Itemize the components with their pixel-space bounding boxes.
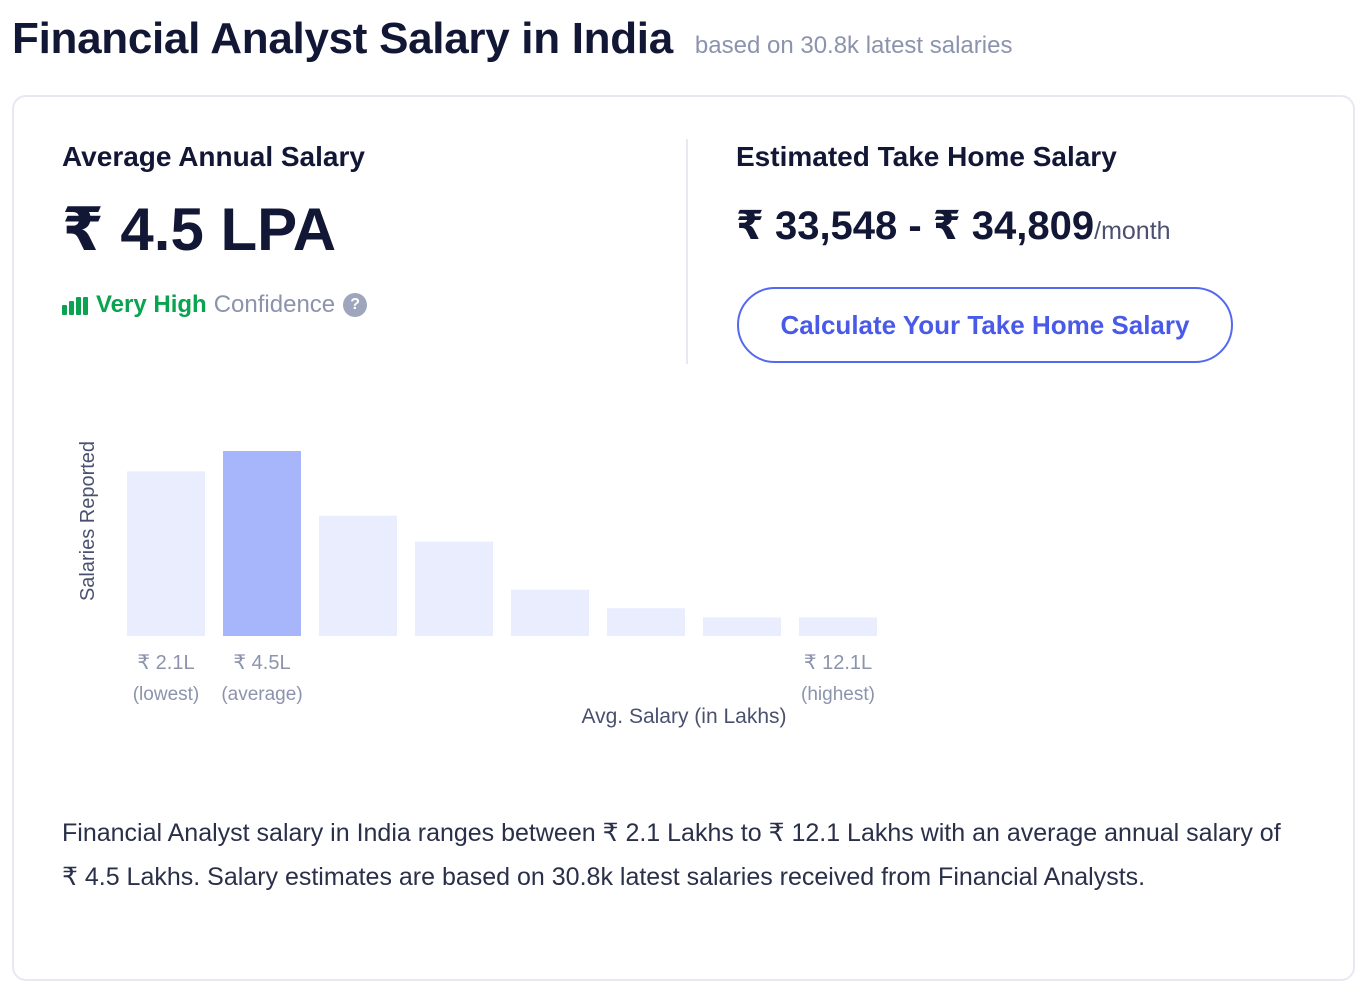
chart-tick-label: ₹ 4.5L (average) bbox=[202, 647, 322, 711]
page-title: Financial Analyst Salary in India bbox=[12, 14, 673, 63]
tick-value: ₹ 4.5L bbox=[233, 652, 291, 674]
chart-bar bbox=[127, 471, 205, 636]
chart-bar bbox=[223, 451, 301, 636]
tick-value: ₹ 12.1L bbox=[803, 652, 873, 674]
page-subtitle: based on 30.8k latest salaries bbox=[694, 32, 1013, 59]
salary-card: Average Annual Salary ₹ 4.5 LPA Very Hig… bbox=[12, 95, 1355, 981]
chart-bar bbox=[511, 589, 589, 636]
divider bbox=[686, 139, 688, 364]
salary-description: Financial Analyst salary in India ranges… bbox=[62, 819, 1281, 891]
chart-bar bbox=[415, 541, 493, 636]
signal-bars-icon bbox=[62, 295, 88, 315]
chart-bar bbox=[319, 515, 397, 636]
confidence-indicator: Very High Confidence ? bbox=[62, 291, 368, 319]
tick-value: ₹ 2.1L bbox=[137, 652, 195, 674]
chart-x-axis-label: Avg. Salary (in Lakhs) bbox=[581, 705, 787, 728]
chart-tick-label: ₹ 2.1L (lowest) bbox=[106, 647, 226, 711]
chart-bar bbox=[607, 608, 685, 636]
chart-tick-label: ₹ 12.1L (highest) bbox=[778, 647, 898, 711]
help-icon[interactable]: ? bbox=[343, 293, 368, 317]
confidence-level: Very High bbox=[96, 291, 207, 318]
take-home-label: Estimated Take Home Salary bbox=[736, 141, 1117, 172]
calculate-take-home-button[interactable]: Calculate Your Take Home Salary bbox=[737, 287, 1233, 363]
confidence-label: Confidence bbox=[213, 291, 336, 318]
salary-histogram bbox=[127, 451, 877, 636]
page-header: Financial Analyst Salary in India based … bbox=[12, 14, 1012, 64]
tick-note: (lowest) bbox=[132, 684, 200, 705]
take-home-range: ₹ 33,548 - ₹ 34,809 bbox=[736, 204, 1095, 248]
take-home-value: ₹ 33,548 - ₹ 34,809 /month bbox=[736, 203, 1171, 249]
average-salary-label: Average Annual Salary bbox=[62, 141, 365, 172]
average-salary-value: ₹ 4.5 LPA bbox=[62, 196, 337, 263]
tick-note: (average) bbox=[221, 684, 303, 705]
chart-bar bbox=[799, 617, 877, 636]
chart-bar bbox=[703, 617, 781, 636]
take-home-unit: /month bbox=[1094, 217, 1171, 245]
tick-note: (highest) bbox=[801, 684, 875, 705]
